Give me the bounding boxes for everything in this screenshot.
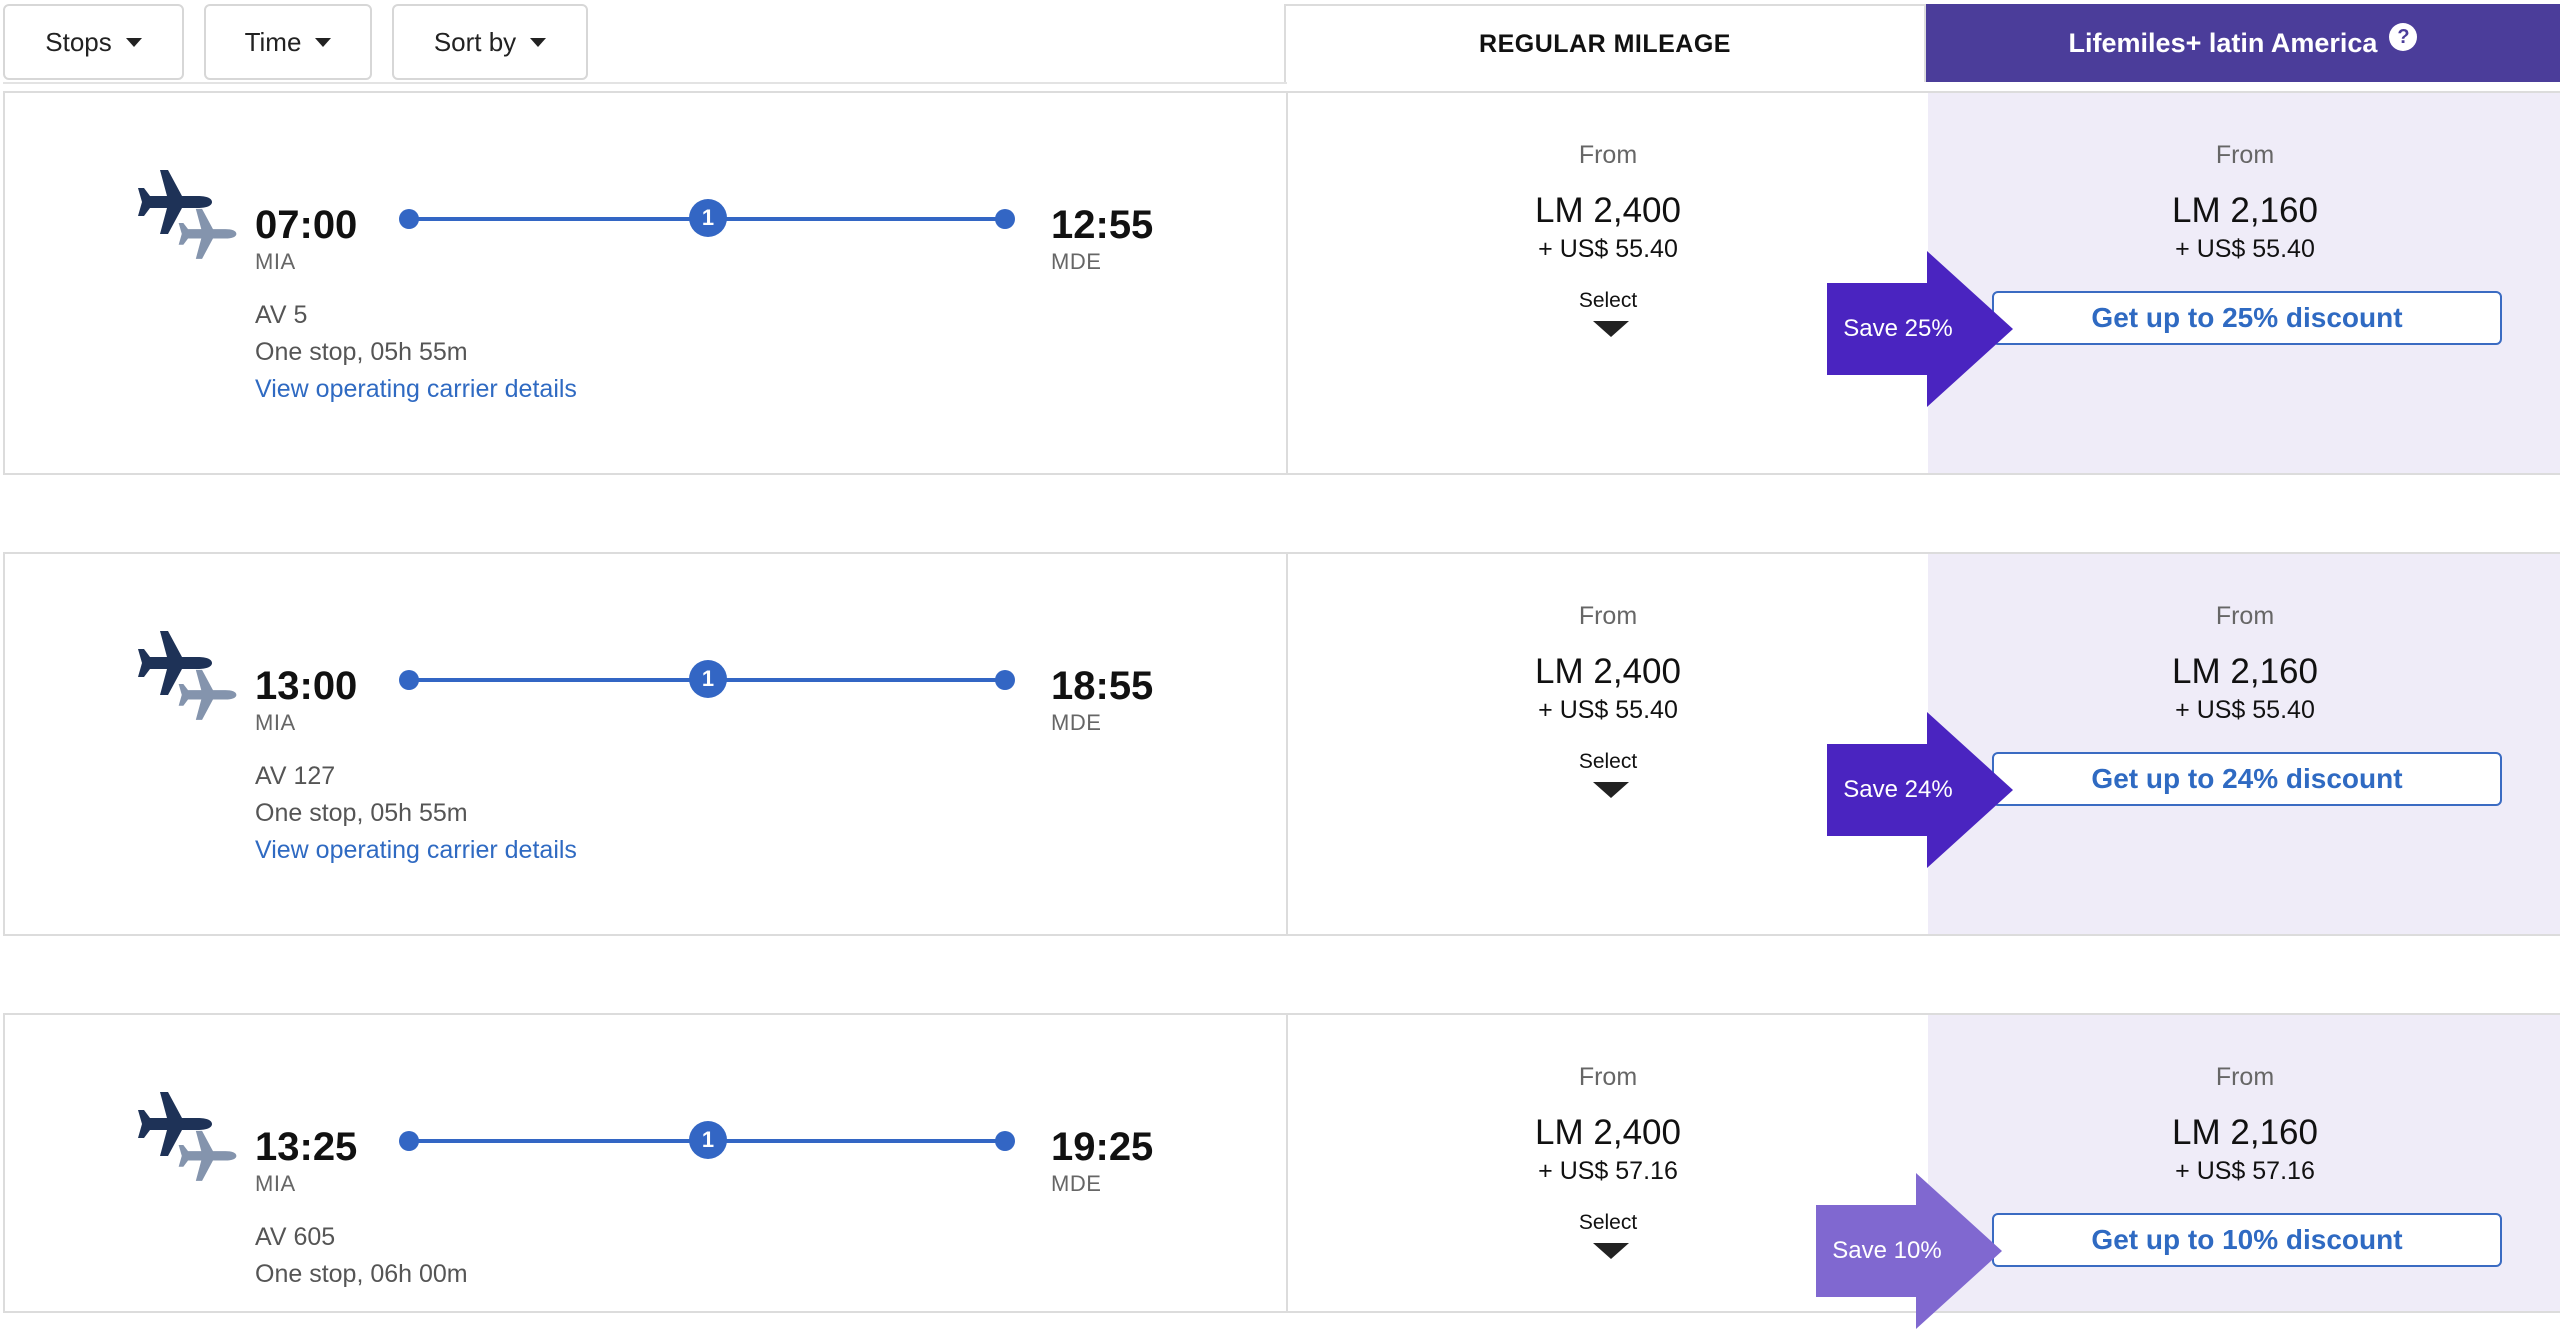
plus-tax: + US$ 55.40 <box>2175 696 2315 724</box>
route-line: 1 <box>399 199 1015 239</box>
select-button-label[interactable]: Select <box>1578 1211 1638 1234</box>
flight-info: 13:25 MIA 1 19:25 MDE AV 605 One stop, 0… <box>5 1015 1286 1311</box>
regular-from-label: From <box>1578 602 1638 630</box>
flight-duration: One stop, 06h 00m <box>255 1260 468 1288</box>
plus-miles-price: LM 2,160 <box>2172 191 2318 230</box>
regular-miles-price: LM 2,400 <box>1535 191 1681 230</box>
get-discount-button[interactable]: Get up to 10% discount <box>1992 1213 2502 1267</box>
select-caret-icon[interactable] <box>1593 1243 1629 1259</box>
sort-by-button[interactable]: Sort by <box>392 4 588 80</box>
stops-filter-label: Stops <box>45 26 112 57</box>
arrival-time: 12:55 <box>1051 203 1154 247</box>
get-discount-button[interactable]: Get up to 24% discount <box>1992 752 2502 806</box>
regular-from-label: From <box>1578 141 1638 169</box>
flight-duration: One stop, 05h 55m <box>255 338 468 366</box>
arrival-time: 18:55 <box>1051 664 1154 708</box>
sort-by-label: Sort by <box>433 26 517 57</box>
chevron-down-icon <box>125 37 142 47</box>
regular-mileage-option[interactable]: From LM 2,400 + US$ 57.16 Select <box>1286 1015 1928 1311</box>
flight-card: 13:00 MIA 1 18:55 MDE AV 127 One stop, 0… <box>3 552 2560 936</box>
flight-card: 07:00 MIA 1 12:55 MDE AV 5 One stop, 05h… <box>3 91 2560 475</box>
save-badge-label: Save 10% <box>1832 1237 1942 1264</box>
origin-dot <box>399 209 419 229</box>
save-badge-label: Save 24% <box>1843 776 1953 803</box>
lifemiles-plus-option: From LM 2,160 + US$ 55.40 Get up to 25% … <box>1928 93 2560 473</box>
origin-dot <box>399 670 419 690</box>
lifemiles-plus-option: From LM 2,160 + US$ 57.16 Get up to 10% … <box>1928 1015 2560 1311</box>
lifemiles-plus-title: Lifemiles+ latin America <box>2068 27 2378 58</box>
departure-airport: MIA <box>255 249 296 274</box>
departure-time: 13:25 <box>255 1125 358 1169</box>
chevron-down-icon <box>315 37 332 47</box>
regular-miles-price: LM 2,400 <box>1535 1113 1681 1152</box>
plus-tax: + US$ 57.16 <box>2175 1157 2315 1185</box>
select-caret-icon[interactable] <box>1593 321 1629 337</box>
chevron-down-icon <box>530 37 547 47</box>
lifemiles-plus-option: From LM 2,160 + US$ 55.40 Get up to 24% … <box>1928 554 2560 934</box>
plus-miles-price: LM 2,160 <box>2172 1113 2318 1152</box>
plus-miles-price: LM 2,160 <box>2172 652 2318 691</box>
select-button-label[interactable]: Select <box>1578 750 1638 773</box>
departure-airport: MIA <box>255 710 296 735</box>
lifemiles-plus-header: Lifemiles+ latin America ? <box>1926 4 2560 82</box>
regular-mileage-title: REGULAR MILEAGE <box>1479 29 1731 58</box>
plus-from-label: From <box>2215 141 2275 169</box>
flight-info: 07:00 MIA 1 12:55 MDE AV 5 One stop, 05h… <box>5 93 1286 473</box>
operating-carrier-link[interactable]: View operating carrier details <box>255 375 577 403</box>
departure-airport: MIA <box>255 1171 296 1196</box>
regular-mileage-option[interactable]: From LM 2,400 + US$ 55.40 Select <box>1286 93 1928 473</box>
save-badge: Save 10% <box>1812 1173 2016 1329</box>
route-line: 1 <box>399 1121 1015 1161</box>
plus-from-label: From <box>2215 1063 2275 1091</box>
flight-number: AV 127 <box>255 762 336 790</box>
arrival-airport: MDE <box>1051 710 1102 735</box>
destination-dot <box>995 209 1015 229</box>
flight-number: AV 5 <box>255 301 308 329</box>
departure-time: 13:00 <box>255 664 358 708</box>
route-line: 1 <box>399 660 1015 700</box>
save-badge: Save 24% <box>1823 712 2027 868</box>
regular-tax: + US$ 57.16 <box>1538 1157 1678 1185</box>
stops-filter-button[interactable]: Stops <box>3 4 184 80</box>
departure-time: 07:00 <box>255 203 358 247</box>
stop-count-badge: 1 <box>689 199 727 237</box>
regular-tax: + US$ 55.40 <box>1538 235 1678 263</box>
airplane-icon <box>137 1087 247 1187</box>
airplane-icon <box>137 626 247 726</box>
regular-mileage-option[interactable]: From LM 2,400 + US$ 55.40 Select <box>1286 554 1928 934</box>
flight-card: 13:25 MIA 1 19:25 MDE AV 605 One stop, 0… <box>3 1013 2560 1329</box>
flight-number: AV 605 <box>255 1223 336 1251</box>
regular-mileage-header: REGULAR MILEAGE <box>1284 4 1926 82</box>
filter-divider <box>3 82 1287 84</box>
time-filter-button[interactable]: Time <box>204 4 372 80</box>
time-filter-label: Time <box>244 26 302 57</box>
stop-count-badge: 1 <box>689 1121 727 1159</box>
arrival-time: 19:25 <box>1051 1125 1154 1169</box>
select-caret-icon[interactable] <box>1593 782 1629 798</box>
regular-tax: + US$ 55.40 <box>1538 696 1678 724</box>
flight-info: 13:00 MIA 1 18:55 MDE AV 127 One stop, 0… <box>5 554 1286 934</box>
airplane-icon <box>137 165 247 265</box>
save-badge-label: Save 25% <box>1843 315 1953 342</box>
regular-from-label: From <box>1578 1063 1638 1091</box>
arrival-airport: MDE <box>1051 1171 1102 1196</box>
arrival-airport: MDE <box>1051 249 1102 274</box>
plus-from-label: From <box>2215 602 2275 630</box>
destination-dot <box>995 670 1015 690</box>
select-button-label[interactable]: Select <box>1578 289 1638 312</box>
save-badge: Save 25% <box>1823 251 2027 407</box>
stop-count-badge: 1 <box>689 660 727 698</box>
origin-dot <box>399 1131 419 1151</box>
plus-tax: + US$ 55.40 <box>2175 235 2315 263</box>
operating-carrier-link[interactable]: View operating carrier details <box>255 836 577 864</box>
help-icon[interactable]: ? <box>2389 23 2418 51</box>
flight-duration: One stop, 05h 55m <box>255 799 468 827</box>
get-discount-button[interactable]: Get up to 25% discount <box>1992 291 2502 345</box>
regular-miles-price: LM 2,400 <box>1535 652 1681 691</box>
destination-dot <box>995 1131 1015 1151</box>
